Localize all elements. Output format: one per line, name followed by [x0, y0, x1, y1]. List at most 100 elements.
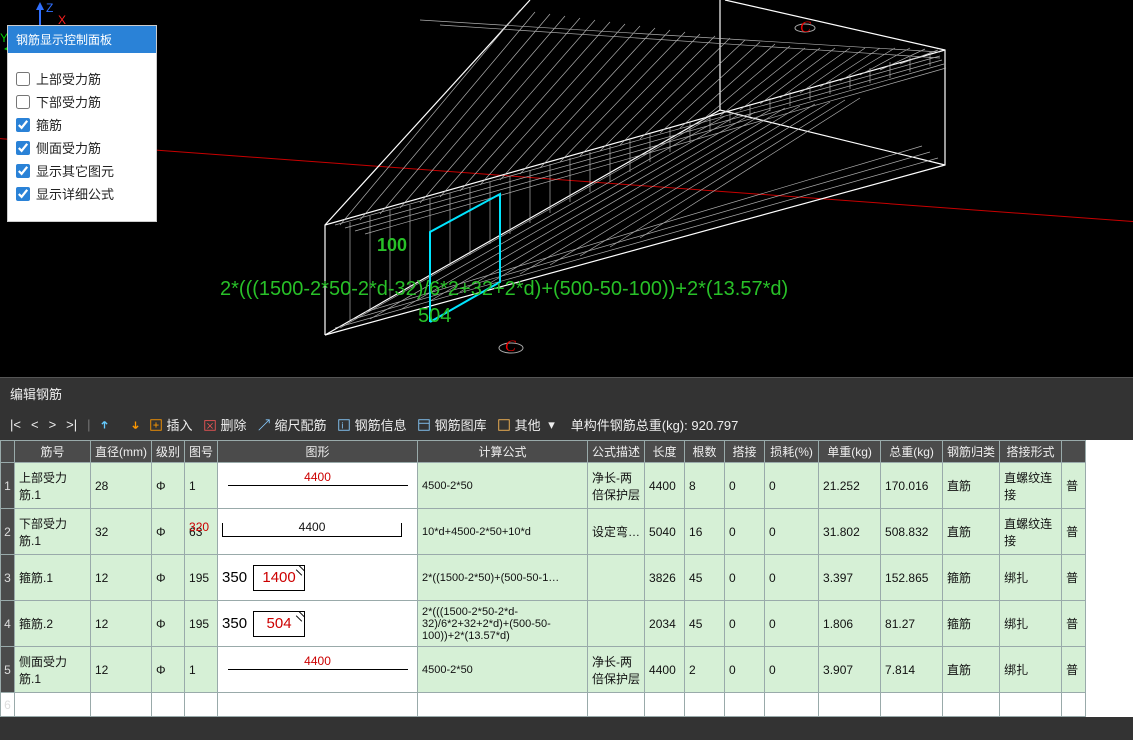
cell-loss[interactable]: 0 [765, 555, 819, 601]
cell-laptype[interactable]: 绑扎 [1000, 647, 1062, 693]
panel-item-show-others[interactable]: 显示其它图元 [16, 161, 148, 180]
cell-diameter[interactable]: 28 [91, 463, 152, 509]
checkbox-top-rebar[interactable] [16, 72, 30, 86]
cell-formula[interactable]: 2*((1500-2*50)+(500-50-1… [418, 555, 588, 601]
cell-count[interactable]: 2 [685, 647, 725, 693]
cell-count[interactable]: 8 [685, 463, 725, 509]
cell-unit-weight[interactable]: 3.907 [819, 647, 881, 693]
swap-up-icon[interactable] [101, 418, 115, 432]
cell-pic[interactable]: 1 [185, 463, 218, 509]
rebar-display-panel[interactable]: 钢筋显示控制面板 上部受力筋 下部受力筋 箍筋 侧面受力筋 显示其它图元 显示详… [7, 25, 157, 222]
panel-item-bottom-rebar[interactable]: 下部受力筋 [16, 92, 148, 111]
cell-shape[interactable]: 3204400 [218, 509, 418, 555]
info-button[interactable]: i钢筋信息 [337, 415, 407, 434]
cell-desc[interactable]: 净长-两倍保护层 [588, 463, 645, 509]
cell-grade[interactable]: Φ [152, 555, 185, 601]
cell-count[interactable]: 16 [685, 509, 725, 555]
cell-loss[interactable]: 0 [765, 601, 819, 647]
cell-name[interactable]: 侧面受力筋.1 [15, 647, 91, 693]
cell-extra[interactable]: 普 [1062, 647, 1086, 693]
cell-lap[interactable]: 0 [725, 509, 765, 555]
cell-grade[interactable]: Φ [152, 509, 185, 555]
table-row[interactable]: 4箍筋.212Φ1953505042*(((1500-2*50-2*d-32)/… [1, 601, 1086, 647]
cell-grade[interactable]: Φ [152, 463, 185, 509]
cell-length[interactable]: 5040 [645, 509, 685, 555]
cell-total-weight[interactable]: 7.814 [881, 647, 943, 693]
cell-lap[interactable]: 0 [725, 647, 765, 693]
swap-down-icon[interactable] [125, 418, 139, 432]
cell-unit-weight[interactable]: 31.802 [819, 509, 881, 555]
checkbox-bottom-rebar[interactable] [16, 95, 30, 109]
cell-desc[interactable] [588, 601, 645, 647]
checkbox-show-others[interactable] [16, 164, 30, 178]
rebar-table[interactable]: 筋号 直径(mm) 级别 图号 图形 计算公式 公式描述 长度 根数 搭接 损耗… [0, 440, 1086, 717]
cell-loss[interactable]: 0 [765, 509, 819, 555]
cell-category[interactable]: 直筋 [943, 647, 1000, 693]
cell-count[interactable]: 45 [685, 601, 725, 647]
scale-button[interactable]: 缩尺配筋 [257, 415, 327, 434]
cell-desc[interactable]: 净长-两倍保护层 [588, 647, 645, 693]
table-row[interactable]: 2下部受力筋.132Φ63320440010*d+4500-2*50+10*d设… [1, 509, 1086, 555]
cell-laptype[interactable]: 绑扎 [1000, 555, 1062, 601]
table-row[interactable]: 5侧面受力筋.112Φ144004500-2*50净长-两倍保护层4400200… [1, 647, 1086, 693]
cell-length[interactable]: 4400 [645, 647, 685, 693]
cell-grade[interactable]: Φ [152, 601, 185, 647]
nav-first-button[interactable]: |< [10, 417, 21, 432]
cell-name[interactable]: 箍筋.2 [15, 601, 91, 647]
cell-total-weight[interactable]: 170.016 [881, 463, 943, 509]
cell-name[interactable]: 箍筋.1 [15, 555, 91, 601]
cell-category[interactable]: 箍筋 [943, 601, 1000, 647]
cell-lap[interactable]: 0 [725, 555, 765, 601]
cell-total-weight[interactable]: 81.27 [881, 601, 943, 647]
cell-loss[interactable]: 0 [765, 647, 819, 693]
cell-formula[interactable]: 4500-2*50 [418, 647, 588, 693]
table-row[interactable]: 1上部受力筋.128Φ144004500-2*50净长-两倍保护层4400800… [1, 463, 1086, 509]
cell-pic[interactable]: 195 [185, 555, 218, 601]
table-empty-row[interactable]: 6 [1, 693, 1086, 717]
rebar-table-wrapper[interactable]: 筋号 直径(mm) 级别 图号 图形 计算公式 公式描述 长度 根数 搭接 损耗… [0, 440, 1133, 717]
nav-prev-button[interactable]: < [31, 417, 39, 432]
cell-grade[interactable]: Φ [152, 647, 185, 693]
cell-formula[interactable]: 4500-2*50 [418, 463, 588, 509]
cell-diameter[interactable]: 12 [91, 647, 152, 693]
cell-pic[interactable]: 1 [185, 647, 218, 693]
cell-extra[interactable]: 普 [1062, 555, 1086, 601]
cell-name[interactable]: 下部受力筋.1 [15, 509, 91, 555]
cell-length[interactable]: 3826 [645, 555, 685, 601]
viewport-3d[interactable]: C C 100 2*(((1500-2*50-2*d-32)/6*2+32+2*… [0, 0, 1133, 377]
delete-button[interactable]: 删除 [203, 415, 247, 434]
cell-laptype[interactable]: 直螺纹连接 [1000, 509, 1062, 555]
cell-loss[interactable]: 0 [765, 463, 819, 509]
cell-length[interactable]: 2034 [645, 601, 685, 647]
cell-category[interactable]: 直筋 [943, 509, 1000, 555]
cell-length[interactable]: 4400 [645, 463, 685, 509]
cell-pic[interactable]: 195 [185, 601, 218, 647]
cell-formula[interactable]: 2*(((1500-2*50-2*d-32)/6*2+32+2*d)+(500-… [418, 601, 588, 647]
checkbox-side-rebar[interactable] [16, 141, 30, 155]
checkbox-stirrup[interactable] [16, 118, 30, 132]
panel-item-side-rebar[interactable]: 侧面受力筋 [16, 138, 148, 157]
cell-unit-weight[interactable]: 21.252 [819, 463, 881, 509]
cell-laptype[interactable]: 直螺纹连接 [1000, 463, 1062, 509]
nav-next-button[interactable]: > [49, 417, 57, 432]
cell-category[interactable]: 箍筋 [943, 555, 1000, 601]
cell-diameter[interactable]: 12 [91, 555, 152, 601]
cell-desc[interactable]: 设定弯… [588, 509, 645, 555]
cell-lap[interactable]: 0 [725, 463, 765, 509]
cell-laptype[interactable]: 绑扎 [1000, 601, 1062, 647]
cell-extra[interactable]: 普 [1062, 509, 1086, 555]
cell-category[interactable]: 直筋 [943, 463, 1000, 509]
cell-extra[interactable]: 普 [1062, 601, 1086, 647]
cell-lap[interactable]: 0 [725, 601, 765, 647]
nav-last-button[interactable]: >| [66, 417, 77, 432]
cell-diameter[interactable]: 12 [91, 601, 152, 647]
cell-shape[interactable]: 3501400 [218, 555, 418, 601]
cell-shape[interactable]: 4400 [218, 647, 418, 693]
library-button[interactable]: 钢筋图库 [417, 415, 487, 434]
cell-shape[interactable]: 4400 [218, 463, 418, 509]
cell-total-weight[interactable]: 508.832 [881, 509, 943, 555]
cell-diameter[interactable]: 32 [91, 509, 152, 555]
table-row[interactable]: 3箍筋.112Φ19535014002*((1500-2*50)+(500-50… [1, 555, 1086, 601]
panel-item-stirrup[interactable]: 箍筋 [16, 115, 148, 134]
cell-formula[interactable]: 10*d+4500-2*50+10*d [418, 509, 588, 555]
